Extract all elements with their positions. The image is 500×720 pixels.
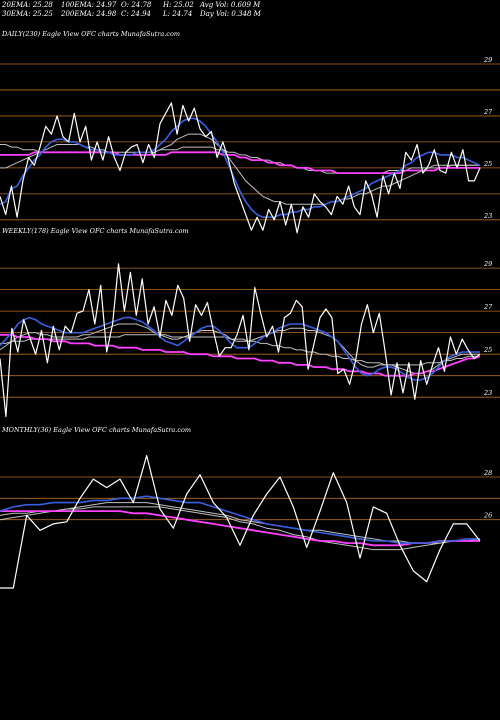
avg-volume-label: Avg Vol: 0.609 M [200, 1, 261, 9]
y-tick-label: 27 [483, 108, 493, 116]
ema30-line [0, 144, 480, 174]
price-line [0, 263, 481, 418]
ema30-line [0, 323, 480, 374]
ema200-label: 200EMA: 24.98 [61, 10, 117, 18]
open-label: O: 24.78 [121, 1, 152, 9]
ema20-line [0, 316, 480, 381]
y-tick-label: 28 [483, 469, 492, 477]
weekly-chart-panel: WEEKLY(178) Eagle View OFC charts Munafa… [0, 227, 500, 418]
low-label: L: 24.74 [163, 10, 193, 18]
ema100-line [0, 506, 481, 551]
y-tick-label: 27 [483, 303, 493, 311]
ema30-line [0, 502, 481, 544]
high-label: H: 25.02 [163, 1, 194, 9]
ema30-label: 30EMA: 25.25 [2, 10, 53, 18]
panel-title: DAILY(230) Eagle View OFC charts MunafaS… [1, 30, 180, 38]
y-tick-label: 25 [483, 160, 492, 168]
y-tick-label: 26 [483, 512, 492, 520]
ema20-line [0, 117, 481, 218]
daily-chart-panel: DAILY(230) Eagle View OFC charts MunafaS… [0, 30, 500, 234]
y-tick-label: 23 [483, 389, 492, 397]
ema100-label: 100EMA: 24.97 [61, 1, 117, 9]
monthly-chart-panel: MONTHLY(36) Eagle View OFC charts Munafa… [0, 426, 500, 589]
y-tick-label: 29 [483, 56, 492, 64]
ema20-label: 20EMA: 25.28 [2, 1, 53, 9]
y-tick-label: 29 [483, 260, 492, 268]
price-line [0, 102, 481, 234]
ema200-line [0, 151, 480, 175]
ema100-line [0, 334, 480, 366]
y-tick-label: 23 [483, 212, 492, 220]
chart-header: 20EMA: 25.28 30EMA: 25.25 100EMA: 24.97 … [0, 0, 500, 20]
y-tick-label: 25 [483, 346, 492, 354]
price-line [0, 455, 481, 589]
close-label: C: 24.94 [121, 10, 151, 18]
day-volume-label: Day Vol: 0.348 M [200, 10, 261, 18]
panel-title: WEEKLY(178) Eagle View OFC charts Munafa… [2, 227, 189, 235]
panel-title: MONTHLY(36) Eagle View OFC charts Munafa… [1, 426, 191, 434]
ema20-line [0, 495, 480, 544]
